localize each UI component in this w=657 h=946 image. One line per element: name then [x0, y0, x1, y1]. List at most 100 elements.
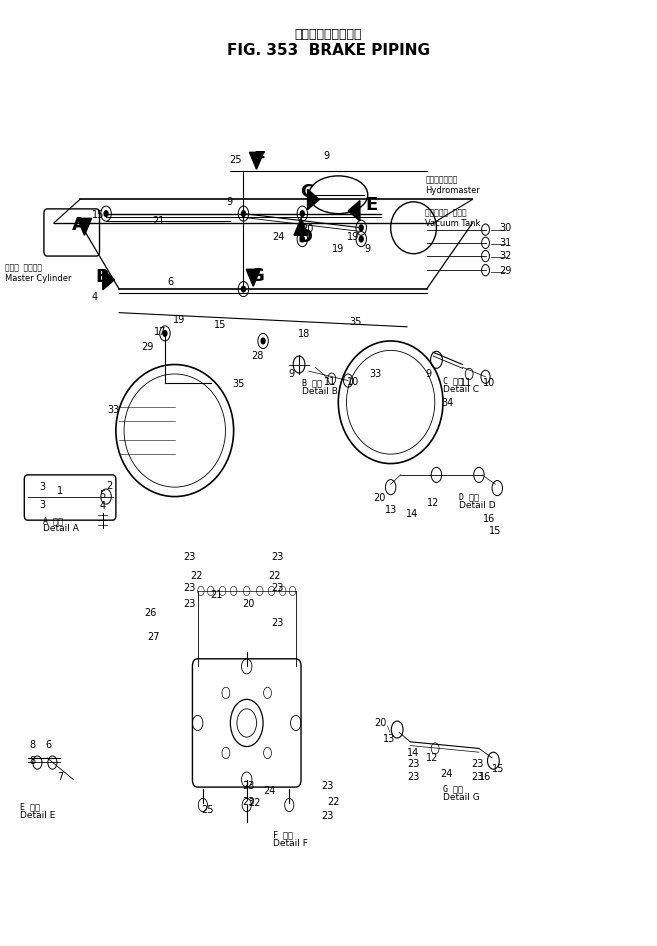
Text: G: G [250, 267, 264, 285]
Circle shape [300, 211, 304, 217]
Text: D: D [297, 228, 312, 246]
Text: 23: 23 [472, 760, 484, 769]
Text: 5: 5 [100, 490, 106, 500]
Text: 35: 35 [233, 379, 245, 390]
Text: G 詳細: G 詳細 [443, 785, 463, 794]
Text: FIG. 353  BRAKE PIPING: FIG. 353 BRAKE PIPING [227, 43, 430, 58]
Circle shape [163, 330, 167, 336]
Text: C: C [300, 183, 313, 201]
Text: Master Cylinder: Master Cylinder [5, 273, 71, 283]
Text: 20: 20 [373, 493, 386, 503]
Text: E: E [365, 196, 377, 214]
Text: 33: 33 [108, 405, 120, 414]
Text: Detail A: Detail A [43, 524, 78, 534]
Text: 18: 18 [298, 329, 310, 340]
Text: 20: 20 [242, 599, 255, 609]
Text: 29: 29 [142, 342, 154, 352]
Text: 32: 32 [499, 251, 511, 261]
Text: Detail E: Detail E [20, 812, 55, 820]
Circle shape [359, 225, 363, 231]
Text: 9: 9 [288, 369, 294, 378]
Text: 20: 20 [374, 718, 387, 727]
Text: 14: 14 [406, 509, 419, 519]
Text: 12: 12 [427, 498, 440, 508]
Text: D 詳細: D 詳細 [459, 493, 480, 501]
Text: 24: 24 [440, 769, 453, 779]
Polygon shape [294, 219, 308, 236]
Text: 3: 3 [39, 482, 46, 492]
Text: 13: 13 [384, 504, 397, 515]
Text: 20: 20 [302, 223, 314, 234]
Text: 21: 21 [152, 216, 165, 226]
Text: 23: 23 [407, 772, 420, 781]
Text: 9: 9 [323, 151, 330, 161]
Text: 9: 9 [426, 369, 432, 378]
Text: E 詳細: E 詳細 [20, 803, 39, 812]
Text: 3: 3 [39, 499, 46, 510]
Text: 22: 22 [190, 570, 202, 581]
Text: 15: 15 [214, 320, 227, 330]
Text: A: A [72, 216, 86, 234]
Text: Detail F: Detail F [273, 838, 307, 848]
Text: F 詳細: F 詳細 [273, 830, 293, 839]
Text: 15: 15 [489, 526, 501, 536]
Text: 9: 9 [365, 243, 371, 254]
Text: 23: 23 [407, 760, 420, 769]
Text: 23: 23 [321, 781, 333, 791]
Text: ブレーキパイピング: ブレーキパイピング [295, 27, 362, 41]
Text: 4: 4 [100, 500, 106, 511]
Text: マスタ シリンダ: マスタ シリンダ [5, 263, 41, 272]
Text: 23: 23 [321, 811, 333, 821]
Text: 22: 22 [248, 798, 261, 808]
Text: Hydromaster: Hydromaster [425, 185, 480, 195]
Text: 26: 26 [145, 608, 157, 619]
Text: Detail B: Detail B [302, 387, 338, 395]
Text: 33: 33 [369, 369, 382, 379]
Text: 24: 24 [273, 232, 285, 242]
Text: 11: 11 [325, 377, 336, 387]
Text: 6: 6 [45, 741, 51, 750]
Text: 12: 12 [426, 753, 438, 762]
Circle shape [104, 211, 108, 217]
Text: 25: 25 [201, 804, 214, 815]
Polygon shape [102, 270, 114, 289]
Text: 23: 23 [271, 552, 284, 562]
Circle shape [261, 338, 265, 343]
Circle shape [300, 236, 304, 242]
Text: Detail C: Detail C [443, 385, 479, 394]
Text: 2: 2 [106, 481, 112, 491]
Text: 23: 23 [271, 618, 284, 628]
Text: 13: 13 [382, 734, 395, 744]
Text: 1: 1 [57, 485, 63, 496]
Text: 4: 4 [92, 291, 98, 302]
Text: A 詳細: A 詳細 [43, 516, 62, 525]
Text: 10: 10 [348, 377, 359, 387]
Text: バキューム タンク: バキューム タンク [425, 208, 467, 218]
Text: 8: 8 [30, 756, 36, 765]
Text: 23: 23 [242, 781, 255, 791]
Text: 19: 19 [332, 244, 344, 254]
Polygon shape [246, 270, 260, 287]
Text: B 詳細: B 詳細 [302, 378, 323, 387]
Text: 19: 19 [347, 232, 359, 242]
Text: 23: 23 [183, 599, 195, 609]
Text: Vacuum Tank: Vacuum Tank [425, 219, 481, 228]
Text: 31: 31 [499, 237, 511, 248]
Text: 16: 16 [480, 772, 491, 781]
Text: 23: 23 [183, 552, 195, 562]
Circle shape [242, 287, 246, 292]
Text: 30: 30 [499, 222, 511, 233]
Polygon shape [348, 201, 360, 221]
Text: 7: 7 [57, 772, 63, 781]
Text: Detail D: Detail D [459, 500, 496, 510]
Text: ハイドロマスタ: ハイドロマスタ [425, 176, 458, 184]
Text: 23: 23 [242, 797, 255, 807]
Circle shape [242, 211, 246, 217]
Text: 28: 28 [252, 351, 264, 361]
Text: 15: 15 [92, 210, 104, 219]
Text: 22: 22 [327, 797, 339, 807]
Circle shape [359, 236, 363, 242]
Text: 17: 17 [154, 326, 167, 337]
Text: 23: 23 [271, 583, 284, 593]
Polygon shape [250, 152, 263, 169]
